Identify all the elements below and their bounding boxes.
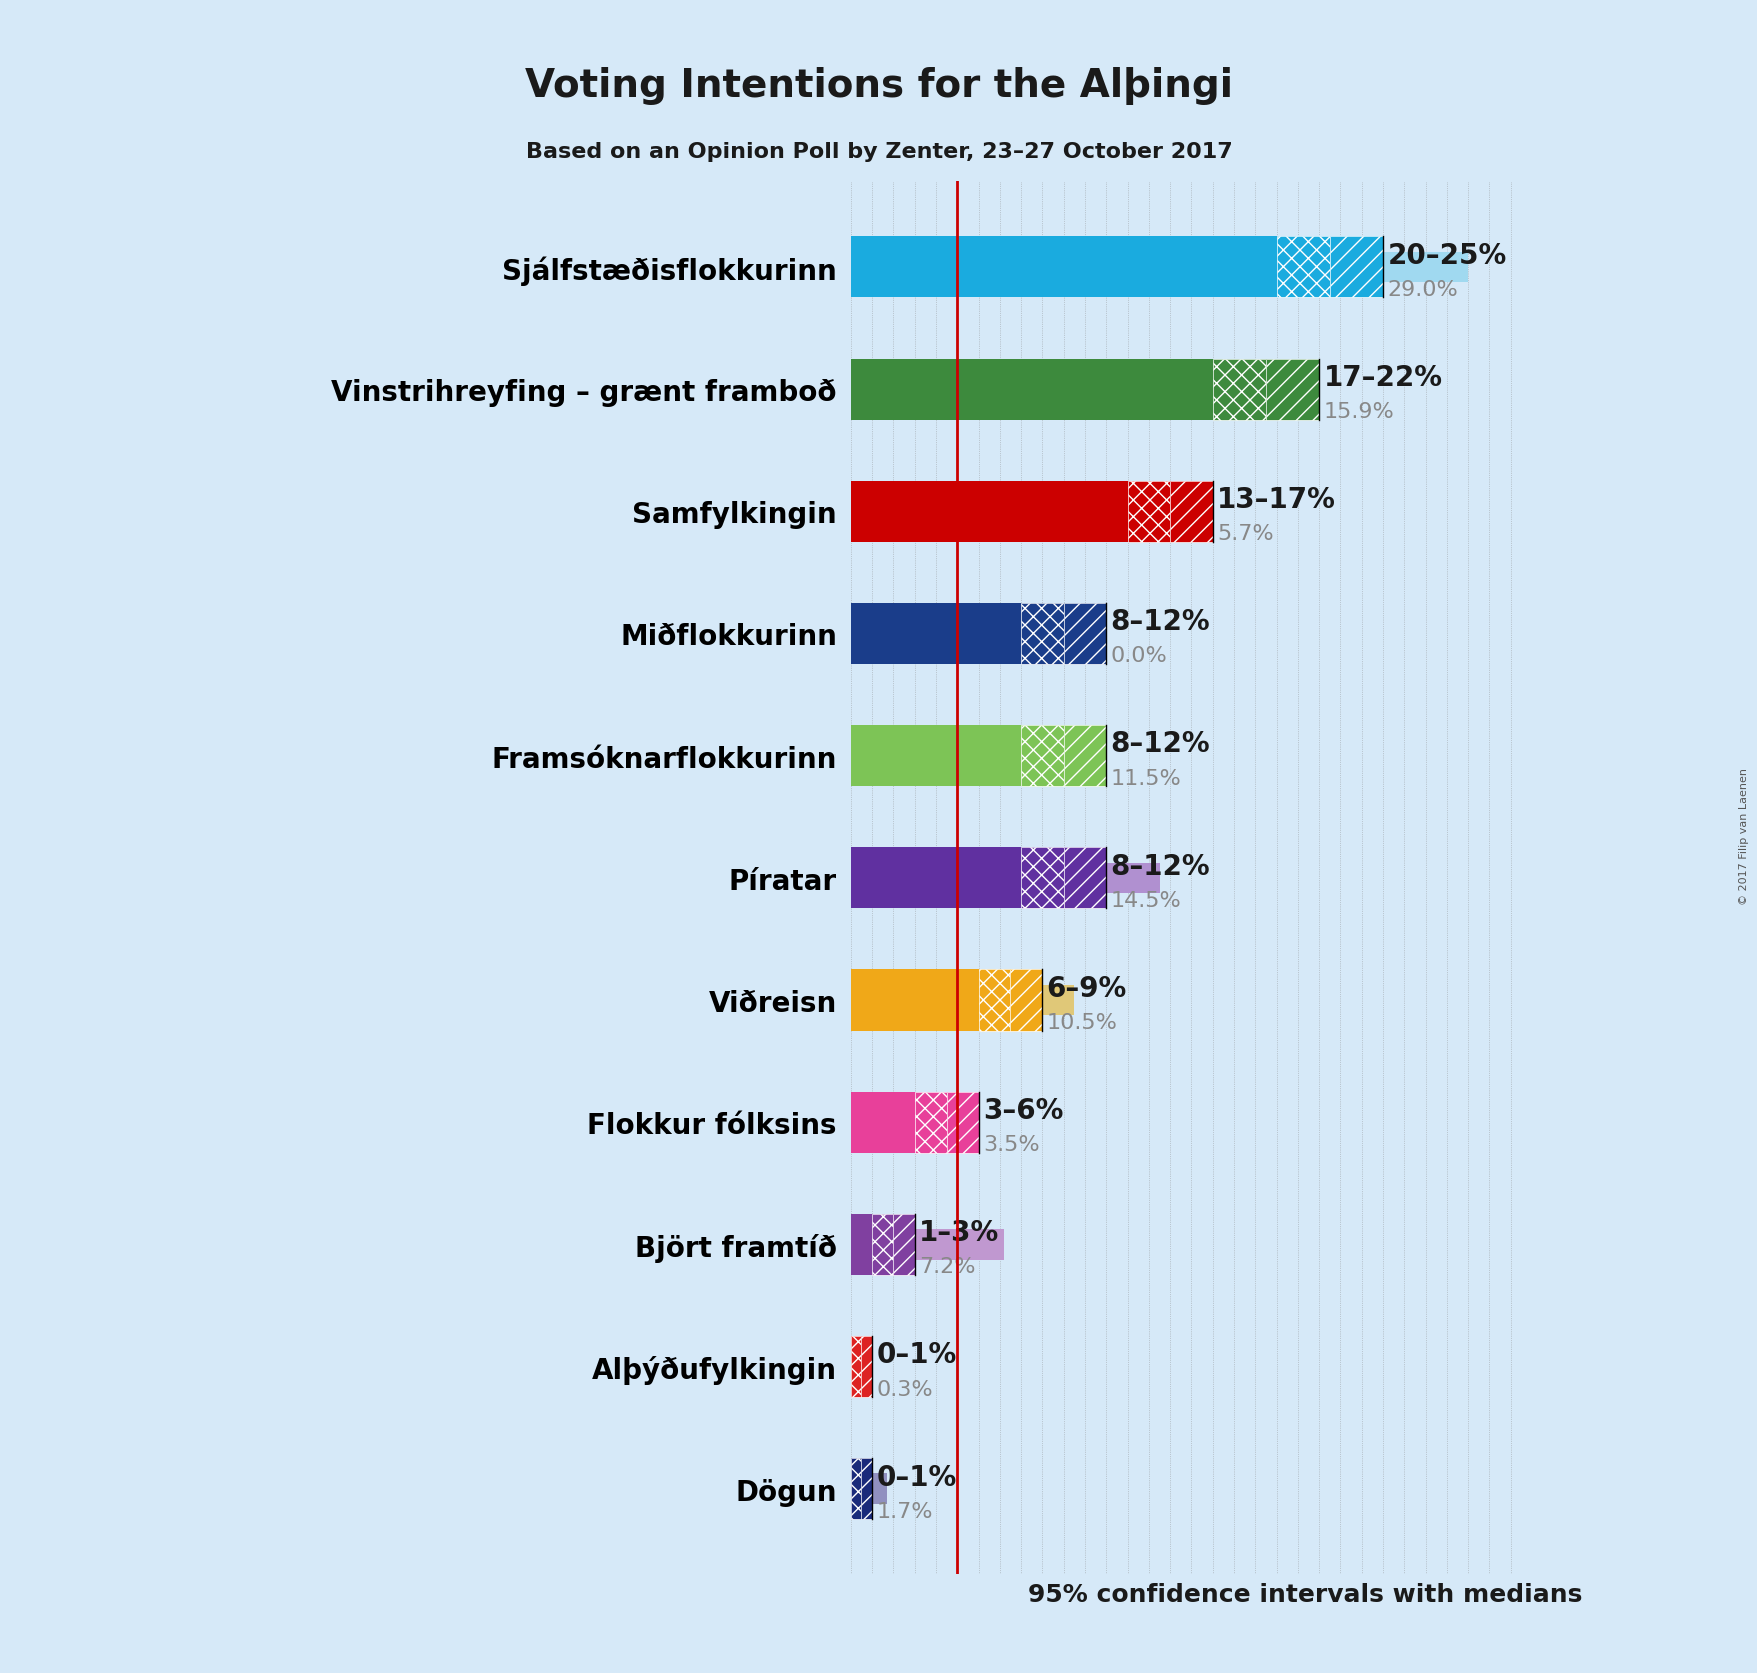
Bar [1276,238,1328,298]
Text: 1.7%: 1.7% [877,1501,933,1521]
Bar [1063,848,1105,908]
Bar [850,497,972,527]
Bar [850,1215,871,1275]
Bar [850,1108,924,1138]
Bar [850,1459,861,1519]
Bar [1063,604,1105,664]
Text: 5.7%: 5.7% [1216,524,1272,544]
Bar [1021,726,1063,786]
Bar [850,1337,861,1397]
Text: © 2017 Filip van Laenen: © 2017 Filip van Laenen [1738,768,1748,905]
Text: 0.0%: 0.0% [1110,646,1167,666]
Bar [861,1337,871,1397]
Bar [1265,360,1318,420]
Text: 3.5%: 3.5% [982,1134,1038,1154]
Bar [1170,482,1212,542]
Bar [850,360,1212,420]
Bar [871,1215,893,1275]
Bar [893,1215,914,1275]
Bar [1170,482,1212,542]
Text: 29.0%: 29.0% [1386,279,1457,299]
Text: 7.2%: 7.2% [919,1256,975,1276]
Bar [871,1215,893,1275]
Bar [1010,970,1042,1031]
Text: 11.5%: 11.5% [1110,768,1181,788]
Bar [850,741,1095,771]
Bar [850,863,1160,893]
Text: 17–22%: 17–22% [1323,363,1441,391]
Bar [850,238,1276,298]
Text: 13–17%: 13–17% [1216,485,1335,514]
Bar [850,848,1021,908]
Bar [1063,726,1105,786]
Bar [850,1474,887,1504]
Text: 10.5%: 10.5% [1045,1012,1117,1032]
Bar [945,1092,979,1153]
Bar [850,375,1189,405]
Bar [850,970,979,1031]
Bar [1126,482,1170,542]
Text: 3–6%: 3–6% [982,1096,1063,1124]
Text: Based on an Opinion Poll by Zenter, 23–27 October 2017: Based on an Opinion Poll by Zenter, 23–2… [525,142,1232,162]
Bar [979,970,1010,1031]
Bar [850,253,1467,283]
Text: 1–3%: 1–3% [919,1218,998,1246]
Bar [1063,604,1105,664]
Bar [861,1459,871,1519]
Bar [1328,238,1383,298]
Text: 0–1%: 0–1% [877,1462,956,1491]
Bar [914,1092,945,1153]
Bar [850,1352,857,1382]
Bar [893,1215,914,1275]
Bar [850,1337,861,1397]
Bar [861,1337,871,1397]
Bar [945,1092,979,1153]
Bar [850,482,1126,542]
Bar [1021,848,1063,908]
Text: 95% confidence intervals with medians: 95% confidence intervals with medians [1028,1583,1581,1606]
Text: 8–12%: 8–12% [1110,852,1209,880]
Bar [1328,238,1383,298]
Text: 0–1%: 0–1% [877,1340,956,1369]
Bar [850,1230,1003,1260]
Bar [1021,848,1063,908]
Bar [979,970,1010,1031]
Bar [1063,726,1105,786]
Bar [1276,238,1328,298]
Bar [1212,360,1265,420]
Bar [1063,848,1105,908]
Bar [850,726,1021,786]
Bar [1021,604,1063,664]
Text: 8–12%: 8–12% [1110,607,1209,636]
Bar [850,604,1021,664]
Text: 15.9%: 15.9% [1323,402,1393,422]
Bar [914,1092,945,1153]
Text: 14.5%: 14.5% [1110,890,1181,910]
Bar [850,985,1074,1016]
Text: 8–12%: 8–12% [1110,729,1209,758]
Bar [1212,360,1265,420]
Bar [850,1092,914,1153]
Text: 6–9%: 6–9% [1045,974,1126,1002]
Bar [1126,482,1170,542]
Text: 0.3%: 0.3% [877,1379,933,1399]
Bar [1010,970,1042,1031]
Bar [861,1459,871,1519]
Text: 20–25%: 20–25% [1386,241,1506,269]
Bar [1265,360,1318,420]
Bar [1021,726,1063,786]
Bar [850,1459,861,1519]
Text: Voting Intentions for the Alþingi: Voting Intentions for the Alþingi [525,67,1232,105]
Bar [1021,604,1063,664]
